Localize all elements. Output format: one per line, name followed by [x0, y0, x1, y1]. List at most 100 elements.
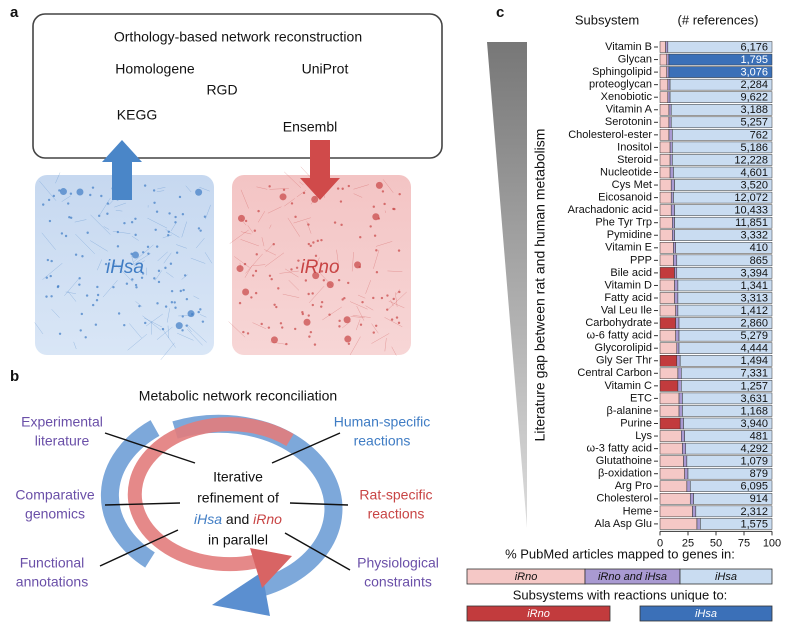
reference-count: 3,631 [740, 393, 768, 405]
network-edge [229, 229, 249, 244]
network-node [308, 335, 311, 338]
input-label: Rat-specific [359, 487, 432, 503]
bar-segment [686, 480, 691, 492]
network-node [392, 297, 395, 301]
network-node [174, 221, 177, 224]
source: KEGG [117, 107, 157, 123]
network-node [195, 188, 203, 196]
category-label: Cholesterol-ester [568, 129, 652, 141]
reference-count: 5,279 [740, 330, 768, 342]
network-node [64, 234, 68, 238]
network-edge [51, 309, 60, 318]
network-node [174, 215, 177, 219]
network-edge [371, 323, 379, 334]
network-node [301, 312, 305, 316]
category-label: Bile acid [610, 267, 652, 279]
reconstruction-box [32, 13, 443, 159]
network-edge [176, 244, 187, 249]
bar-segment [659, 430, 682, 442]
network-node [78, 277, 81, 280]
network-node [76, 188, 84, 196]
legend-title: Subsystems with reactions unique to: [513, 587, 728, 602]
network-node [130, 221, 134, 224]
network-edge [351, 252, 354, 272]
bar-segment [681, 430, 685, 442]
network-node [161, 327, 165, 331]
network-node [153, 277, 156, 280]
network-node [131, 251, 139, 259]
network-edge [234, 256, 250, 268]
network-node [242, 330, 245, 334]
network-edge [245, 253, 263, 274]
network-node [50, 259, 53, 263]
network-edge [357, 294, 366, 299]
bar-segment [678, 392, 683, 405]
reference-count: 1,079 [740, 456, 768, 468]
network-node [381, 190, 385, 193]
network-edge [261, 237, 265, 247]
network-node [392, 207, 395, 211]
network-panel [232, 175, 411, 355]
network-node [250, 296, 253, 299]
network-node [369, 225, 372, 228]
bar-segment [672, 141, 773, 154]
reference-count: 1,257 [740, 380, 768, 392]
reference-count: 410 [750, 242, 768, 254]
bar-segment [659, 204, 672, 216]
bar-segment [677, 292, 773, 304]
bar-segment [659, 179, 672, 191]
network-node [339, 200, 343, 203]
model-label: iHsa [106, 257, 144, 278]
network-edge [284, 268, 299, 278]
category-label: Xenobiotic [601, 91, 653, 103]
arrowhead [212, 572, 270, 616]
network-node [183, 274, 187, 277]
category-label: Phe Tyr Trp [595, 217, 652, 229]
network-node [347, 342, 351, 346]
bar-segment [692, 505, 697, 518]
network-edge [190, 257, 206, 264]
category-label: Heme [623, 505, 652, 517]
reference-count: 1,341 [740, 280, 768, 292]
network-node [273, 303, 276, 307]
network-edge [90, 214, 111, 235]
bar-segment [687, 467, 773, 480]
network-node [181, 315, 184, 318]
network-node [167, 233, 170, 237]
bar-segment [659, 304, 676, 317]
bar-segment [677, 279, 773, 292]
category-label: Cholesterol [596, 493, 652, 505]
network-edge [284, 198, 295, 207]
column-header: (# references) [678, 12, 759, 27]
reference-count: 1,795 [740, 54, 768, 66]
network-edge [205, 204, 211, 220]
category-label: Arg Pro [615, 480, 652, 492]
network-edge [371, 333, 390, 344]
bar-segment [678, 342, 773, 354]
network-node [314, 254, 318, 258]
network-node [185, 297, 189, 301]
network-edge [90, 240, 108, 252]
bar-segment [689, 493, 694, 505]
column-header: Subsystem [575, 12, 639, 27]
network-node [307, 223, 310, 226]
category-label: Sphingolipid [592, 66, 652, 78]
bar-segment [665, 41, 669, 53]
network-edge [264, 249, 277, 256]
reference-count: 7,331 [740, 368, 768, 380]
network-node [89, 193, 92, 197]
bar-segment [700, 518, 773, 530]
network-node [197, 227, 201, 230]
network-edge [265, 252, 285, 267]
category-label: Inositol [617, 141, 652, 153]
network-edge [131, 235, 139, 241]
bar-segment [659, 442, 683, 455]
network-node [307, 292, 310, 296]
network-edge [142, 315, 162, 331]
network-node [372, 205, 375, 208]
bar-segment [659, 166, 671, 179]
network-edge [185, 185, 192, 193]
network-node [181, 213, 185, 216]
network-node [49, 274, 52, 278]
network-edge [256, 186, 268, 190]
